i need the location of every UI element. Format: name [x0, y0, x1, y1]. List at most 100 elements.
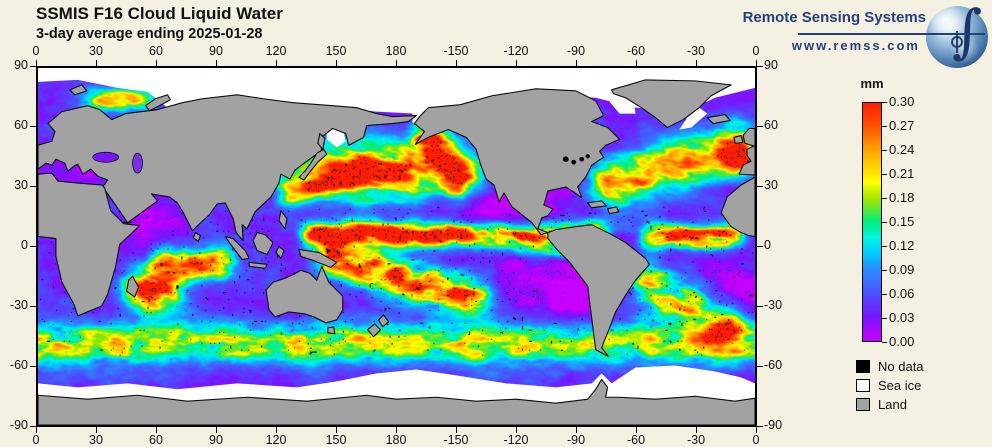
tasmania — [327, 326, 336, 335]
inland-water-layer — [92, 151, 590, 174]
lat-tick-left — [30, 126, 36, 127]
new-zealand-north — [378, 314, 390, 328]
sea-of-okhotsk-ice — [326, 127, 346, 148]
lon-tick-label-top: -60 — [626, 44, 646, 58]
land-layer — [38, 79, 755, 425]
lon-tick-top — [216, 60, 217, 66]
lat-tick-left — [30, 366, 36, 367]
great-lake — [579, 156, 585, 162]
colorbar-tick — [882, 150, 887, 151]
lat-tick-left — [30, 66, 36, 67]
lat-tick-right — [757, 126, 763, 127]
legend-swatch — [856, 379, 870, 392]
lat-tick-label-left: -90 — [9, 418, 28, 432]
lon-tick-top — [456, 60, 457, 66]
legend-swatch — [856, 360, 870, 373]
lon-tick-bottom — [36, 427, 37, 433]
colorbar-tick — [882, 198, 887, 199]
sumatra — [224, 236, 250, 260]
lon-tick-label-bottom: -30 — [686, 433, 706, 447]
legend-label: Sea ice — [878, 378, 922, 393]
lon-tick-top — [36, 60, 37, 66]
colorbar-tick-label: 0.30 — [889, 94, 915, 109]
lon-tick-bottom — [756, 427, 757, 433]
lon-tick-label-bottom: 180 — [385, 433, 407, 447]
lon-tick-top — [96, 60, 97, 66]
lon-tick-label-bottom: 30 — [89, 433, 103, 447]
map-legend: No data Sea ice Land — [856, 357, 924, 414]
ireland — [733, 134, 744, 144]
lon-tick-top — [276, 60, 277, 66]
legend-item: Land — [856, 395, 924, 414]
page-subtitle: 3-day average ending 2025-01-28 — [36, 26, 263, 42]
brand-underline — [798, 33, 985, 35]
legend-label: No data — [878, 359, 924, 374]
africa — [38, 172, 141, 317]
novaya-zemlya — [145, 94, 171, 112]
lat-tick-right — [757, 186, 763, 187]
lat-tick-right — [757, 306, 763, 307]
lat-tick-label-right: -90 — [764, 418, 783, 432]
lat-tick-label-left: -30 — [9, 298, 28, 312]
lon-tick-label-bottom: -150 — [443, 433, 469, 447]
cuba — [587, 200, 608, 209]
sakhalin — [317, 132, 326, 150]
lon-tick-label-top: 120 — [265, 44, 287, 58]
lon-tick-label-bottom: 120 — [265, 433, 287, 447]
lon-tick-label-top: 150 — [325, 44, 347, 58]
black-sea — [92, 151, 120, 163]
lat-tick-label-right: 0 — [764, 238, 771, 252]
colorbar-tick — [882, 318, 887, 319]
lon-tick-bottom — [96, 427, 97, 433]
lon-tick-label-bottom: -60 — [626, 433, 646, 447]
lon-tick-bottom — [396, 427, 397, 433]
lat-tick-left — [30, 306, 36, 307]
lon-tick-label-top: 0 — [752, 44, 760, 58]
brand-name: Remote Sensing Systems — [742, 9, 926, 26]
colorbar-tick-label: 0.27 — [889, 118, 915, 133]
greenland — [611, 79, 732, 129]
lat-tick-label-left: 60 — [14, 118, 28, 132]
colorbar-tick-label: 0.21 — [889, 166, 915, 181]
colorbar-tick-label: 0.03 — [889, 310, 915, 325]
lon-tick-top — [756, 60, 757, 66]
lat-tick-label-right: 90 — [764, 58, 778, 72]
lat-tick-label-left: -60 — [9, 358, 28, 372]
lon-tick-label-top: 60 — [149, 44, 163, 58]
new-zealand-south — [367, 323, 382, 338]
legend-item: Sea ice — [856, 376, 924, 395]
north-america — [413, 88, 621, 236]
british-isles — [742, 127, 755, 147]
south-america — [547, 224, 650, 358]
lon-tick-bottom — [516, 427, 517, 433]
colorbar-tick-label: 0.15 — [889, 214, 915, 229]
japan — [298, 148, 328, 181]
world-map — [36, 66, 757, 427]
legend-label: Land — [878, 397, 907, 412]
lon-tick-top — [156, 60, 157, 66]
great-lake — [585, 154, 590, 159]
lon-tick-label-bottom: 150 — [325, 433, 347, 447]
lon-tick-label-top: 0 — [32, 44, 40, 58]
lon-tick-label-bottom: 0 — [752, 433, 760, 447]
lon-tick-label-top: -120 — [503, 44, 529, 58]
lon-tick-label-top: 30 — [89, 44, 103, 58]
lat-tick-right — [757, 246, 763, 247]
lat-tick-left — [30, 246, 36, 247]
colorbar-tick — [882, 246, 887, 247]
lon-tick-label-top: 90 — [209, 44, 223, 58]
land-seaice-overlay — [38, 68, 755, 425]
sri-lanka — [192, 232, 201, 243]
lat-tick-label-right: -30 — [764, 298, 783, 312]
borneo — [252, 232, 274, 255]
west-africa — [720, 176, 755, 238]
colorbar-tick — [882, 126, 887, 127]
lon-tick-top — [336, 60, 337, 66]
lat-tick-left — [30, 186, 36, 187]
greenland-coast-ice — [679, 107, 708, 130]
sulawesi — [275, 245, 285, 259]
australia — [265, 265, 344, 324]
colorbar-tick-label: 0.12 — [889, 238, 915, 253]
lon-tick-bottom — [276, 427, 277, 433]
antarctica — [38, 378, 755, 425]
